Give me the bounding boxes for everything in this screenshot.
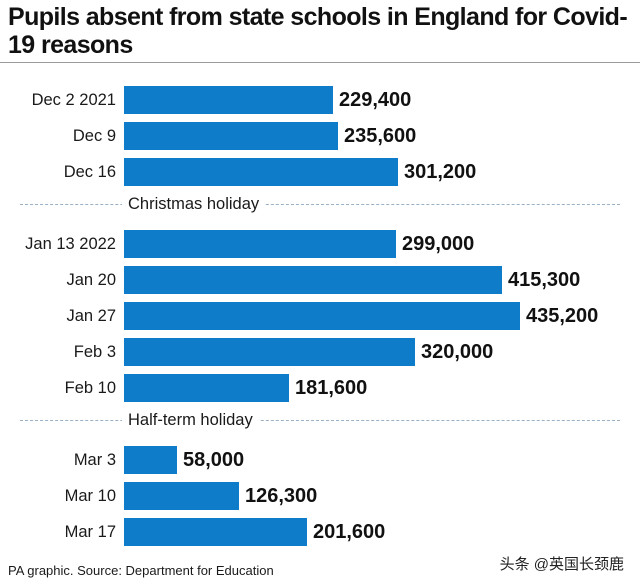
value-label: 299,000 bbox=[402, 233, 475, 255]
holiday-divider bbox=[20, 420, 620, 421]
value-label: 229,400 bbox=[339, 89, 412, 111]
watermark: 头条 @英国长颈鹿 bbox=[495, 554, 628, 576]
bar bbox=[124, 518, 307, 546]
category-label: Mar 17 bbox=[64, 523, 116, 541]
bar bbox=[124, 266, 502, 294]
title-divider bbox=[0, 62, 640, 63]
category-label: Mar 3 bbox=[73, 451, 116, 469]
holiday-label: Half-term holiday bbox=[122, 410, 259, 430]
bar bbox=[124, 230, 396, 258]
value-label: 201,600 bbox=[313, 521, 386, 543]
bar bbox=[124, 374, 289, 402]
bar bbox=[124, 446, 177, 474]
bar bbox=[124, 122, 338, 150]
value-label: 415,300 bbox=[508, 269, 581, 291]
value-label: 126,300 bbox=[245, 485, 318, 507]
chart-title: Pupils absent from state schools in Engl… bbox=[8, 3, 628, 59]
bar bbox=[124, 302, 520, 330]
category-label: Dec 2 2021 bbox=[31, 91, 116, 109]
category-label: Dec 16 bbox=[63, 163, 116, 181]
value-label: 435,200 bbox=[526, 305, 599, 327]
category-label: Feb 3 bbox=[73, 343, 116, 361]
bar bbox=[124, 482, 239, 510]
bar bbox=[124, 86, 333, 114]
bar bbox=[124, 338, 415, 366]
category-label: Mar 10 bbox=[64, 487, 116, 505]
value-label: 181,600 bbox=[295, 377, 368, 399]
category-label: Feb 10 bbox=[64, 379, 116, 397]
value-label: 58,000 bbox=[183, 449, 245, 471]
value-label: 235,600 bbox=[344, 125, 417, 147]
value-label: 301,200 bbox=[404, 161, 477, 183]
category-label: Jan 20 bbox=[66, 271, 116, 289]
bar bbox=[124, 158, 398, 186]
category-label: Jan 27 bbox=[66, 307, 116, 325]
holiday-label: Christmas holiday bbox=[122, 194, 266, 214]
source-note: PA graphic. Source: Department for Educa… bbox=[8, 563, 274, 578]
category-label: Jan 13 2022 bbox=[25, 235, 116, 253]
value-label: 320,000 bbox=[421, 341, 494, 363]
holiday-divider bbox=[20, 204, 620, 205]
category-label: Dec 9 bbox=[72, 127, 116, 145]
